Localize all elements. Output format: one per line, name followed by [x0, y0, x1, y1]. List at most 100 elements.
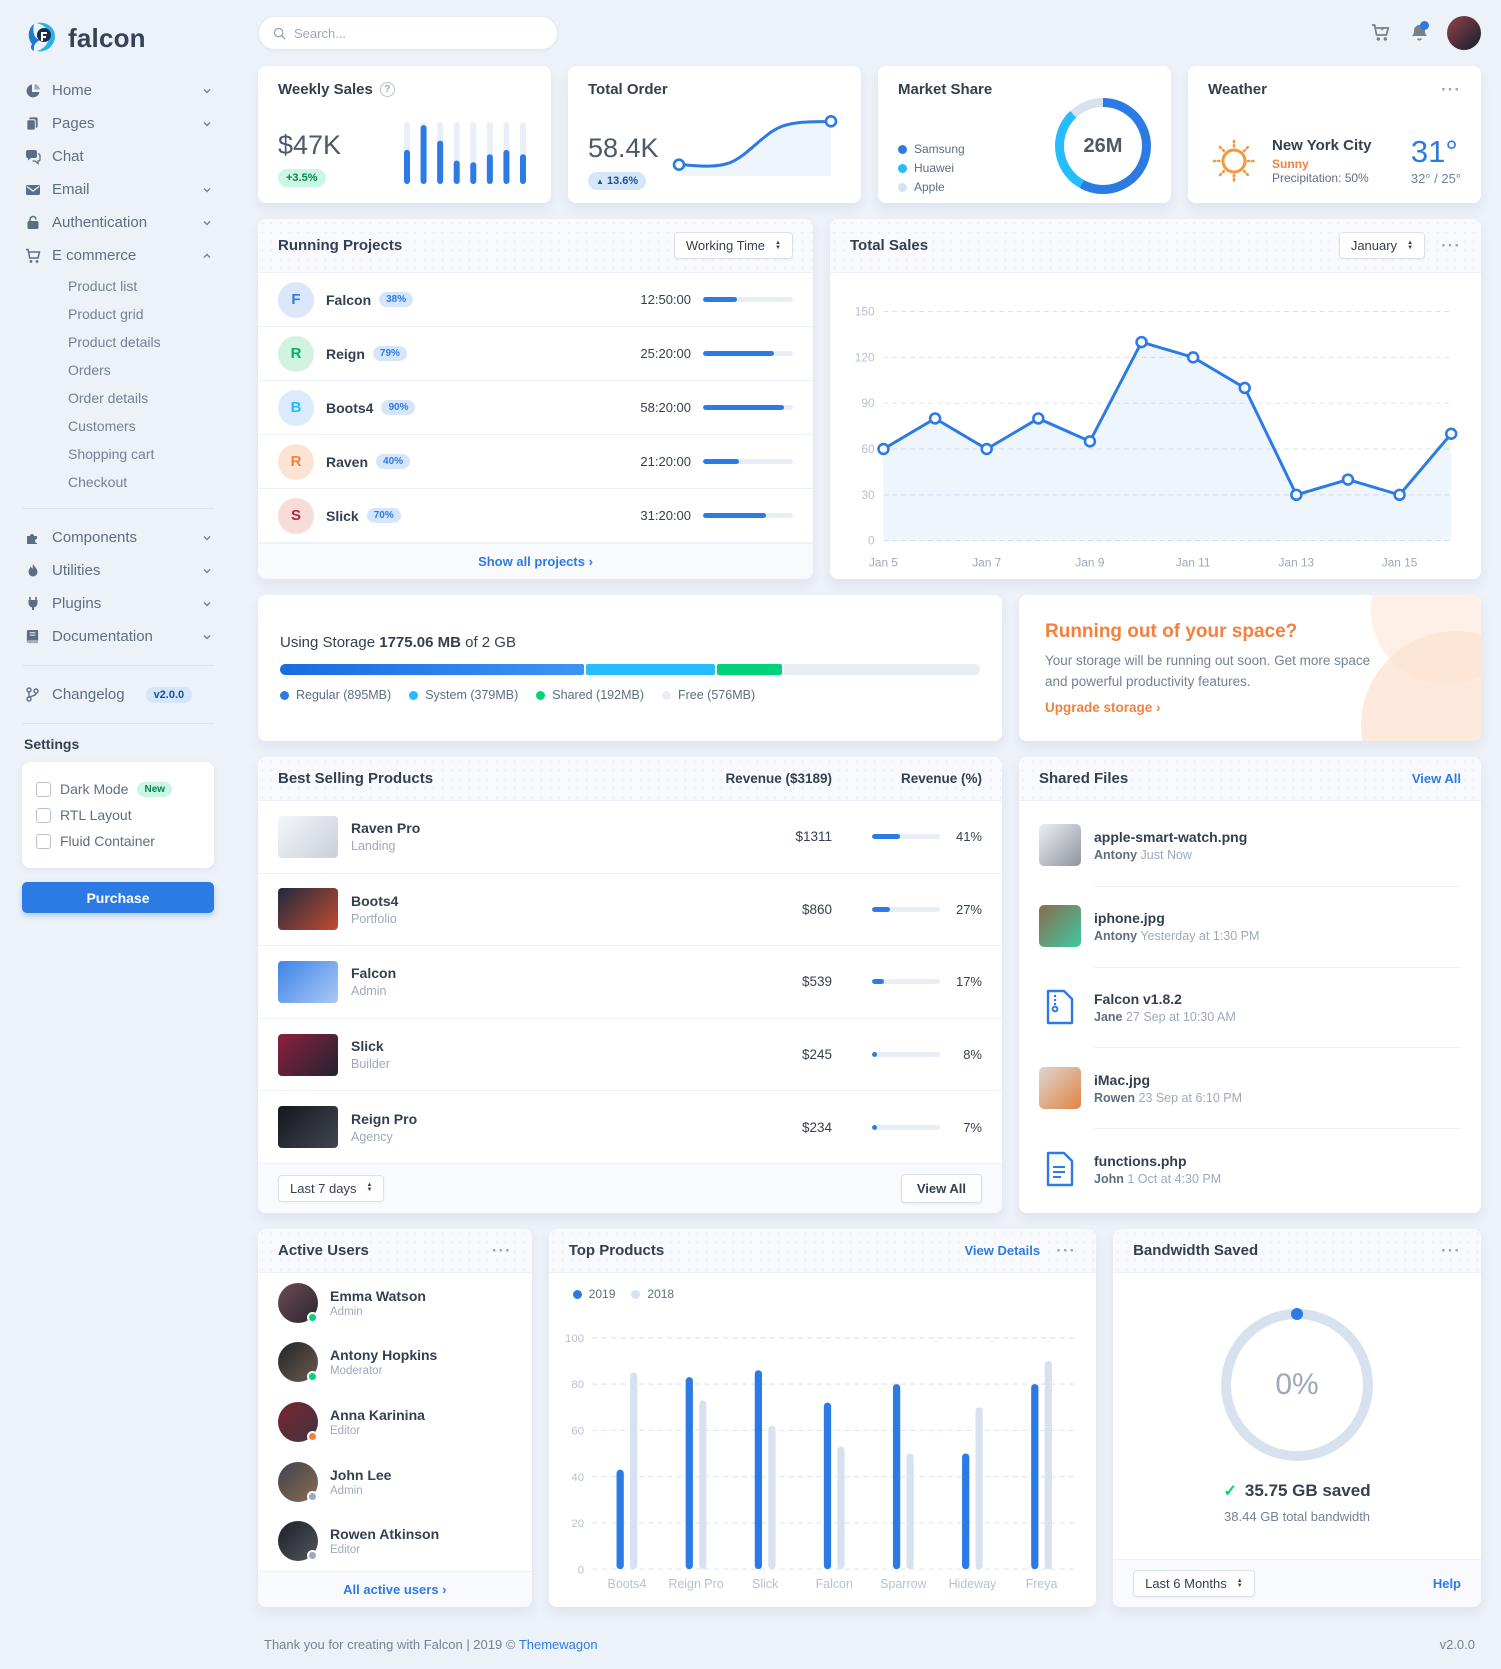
project-name[interactable]: Reign [326, 345, 365, 362]
progress-fill [703, 351, 775, 356]
dark-mode-toggle[interactable]: Dark Mode New [36, 776, 200, 802]
file-item[interactable]: iphone.jpg Antony Yesterday at 1:30 PM [1019, 885, 1481, 967]
user-name[interactable]: Antony Hopkins [330, 1347, 438, 1364]
file-item[interactable]: apple-smart-watch.png Antony Just Now [1019, 805, 1481, 886]
product-name[interactable]: Boots4 [351, 892, 399, 909]
view-all-link[interactable]: View All [1411, 771, 1461, 786]
notifications-button[interactable] [1410, 21, 1429, 43]
product-category: Landing [351, 839, 396, 854]
user-avatar[interactable] [1447, 16, 1481, 50]
card-menu-button[interactable]: ··· [1441, 1240, 1461, 1260]
checkbox-icon[interactable] [36, 833, 51, 849]
user-item[interactable]: Anna Karinina Editor [258, 1392, 532, 1452]
user-name[interactable]: Rowen Atkinson [330, 1526, 440, 1543]
help-icon[interactable]: ? [379, 82, 395, 97]
user-item[interactable]: Rowen Atkinson Editor [258, 1511, 532, 1571]
user-item[interactable]: Antony Hopkins Moderator [258, 1333, 532, 1393]
market-share-total: 26M [1083, 134, 1123, 157]
product-row[interactable]: Slick Builder $245 8% [258, 1019, 1002, 1092]
product-name[interactable]: Falcon [351, 965, 397, 982]
user-item[interactable]: John Lee Admin [258, 1452, 532, 1512]
product-row[interactable]: Falcon Admin $539 17% [258, 946, 1002, 1019]
storage-legend: Regular (895MB) System (379MB) Shared (1… [280, 688, 980, 702]
user-name[interactable]: Emma Watson [330, 1287, 426, 1304]
weekly-sales-card: Weekly Sales ? $47K +3.5% [258, 66, 551, 203]
help-link[interactable]: Help [1432, 1576, 1461, 1591]
product-name[interactable]: Reign Pro [351, 1110, 418, 1127]
sidebar-item-email[interactable]: Email [22, 173, 214, 206]
rtl-layout-toggle[interactable]: RTL Layout [36, 802, 200, 828]
file-name[interactable]: Falcon v1.8.2 [1094, 990, 1182, 1007]
file-item[interactable]: Falcon v1.8.2 Jane 27 Sep at 10:30 AM [1019, 966, 1481, 1048]
sidebar-item-order-details[interactable]: Order details [68, 390, 149, 406]
project-row[interactable]: F Falcon 38% 12:50:00 [258, 273, 813, 327]
sidebar-item-changelog[interactable]: Changelog v2.0.0 [22, 678, 214, 711]
file-name[interactable]: iMac.jpg [1094, 1071, 1151, 1088]
product-name[interactable]: Raven Pro [351, 820, 421, 837]
project-row[interactable]: B Boots4 90% 58:20:00 [258, 381, 813, 435]
card-menu-button[interactable]: ··· [1056, 1240, 1077, 1260]
project-row[interactable]: R Reign 79% 25:20:00 [258, 327, 813, 381]
sidebar-item-authentication[interactable]: Authentication [22, 206, 214, 239]
file-item[interactable]: iMac.jpg Rowen 23 Sep at 6:10 PM [1019, 1047, 1481, 1128]
sidebar-item-chat[interactable]: Chat [22, 140, 214, 173]
sidebar-item-home[interactable]: Home [22, 74, 214, 107]
view-all-button[interactable]: View All [900, 1173, 982, 1203]
card-menu-button[interactable]: ··· [1441, 235, 1461, 255]
fluid-container-toggle[interactable]: Fluid Container [36, 828, 200, 854]
checkbox-icon[interactable] [36, 807, 51, 823]
sidebar-item-shopping-cart[interactable]: Shopping cart [68, 446, 155, 462]
total-order-line-chart [669, 98, 841, 190]
user-name[interactable]: John Lee [330, 1466, 392, 1483]
checkbox-icon[interactable] [36, 781, 51, 797]
search-input[interactable] [294, 25, 543, 41]
sidebar-item-ecommerce[interactable]: E commerce [22, 239, 214, 272]
show-all-projects-link[interactable]: Show all projects › [478, 554, 593, 569]
card-menu-button[interactable]: ··· [491, 1240, 512, 1260]
file-name[interactable]: iphone.jpg [1094, 910, 1165, 927]
project-name[interactable]: Falcon [326, 291, 372, 308]
month-select[interactable]: January ▲ ▼ [1338, 232, 1426, 259]
project-row[interactable]: R Raven 40% 21:20:00 [258, 435, 813, 489]
sidebar-item-product-grid[interactable]: Product grid [68, 306, 144, 322]
card-menu-button[interactable]: ··· [1441, 79, 1461, 99]
product-row[interactable]: Reign Pro Agency $234 7% [258, 1091, 1002, 1163]
last-6-months-select[interactable]: Last 6 Months ▲ ▼ [1133, 1570, 1255, 1597]
brand-logo[interactable]: falcon [22, 14, 214, 74]
search-box[interactable] [258, 16, 558, 50]
sidebar-item-pages[interactable]: Pages [22, 107, 214, 140]
project-row[interactable]: S Slick 70% 31:20:00 [258, 489, 813, 543]
file-name[interactable]: functions.php [1094, 1152, 1187, 1169]
project-name[interactable]: Raven [326, 453, 369, 470]
themewagon-link[interactable]: Themewagon [518, 1637, 598, 1652]
product-percent: 17% [955, 974, 982, 990]
sidebar-item-utilities[interactable]: Utilities [22, 554, 214, 587]
product-name[interactable]: Slick [351, 1038, 384, 1055]
user-name[interactable]: Anna Karinina [330, 1406, 425, 1423]
sidebar-item-product-details[interactable]: Product details [68, 334, 161, 350]
last-7-days-select[interactable]: Last 7 days ▲ ▼ [278, 1174, 385, 1202]
working-time-select[interactable]: Working Time ▲ ▼ [673, 232, 793, 259]
purchase-button[interactable]: Purchase [22, 882, 214, 913]
product-row[interactable]: Boots4 Portfolio $860 27% [258, 874, 1002, 947]
view-details-link[interactable]: View Details [964, 1243, 1041, 1258]
cart-button[interactable] [1371, 23, 1392, 43]
sidebar-item-customers[interactable]: Customers [68, 418, 136, 434]
pie-chart-icon [24, 83, 41, 99]
sidebar-item-orders[interactable]: Orders [68, 362, 111, 378]
file-item[interactable]: functions.php John 1 Oct at 4:30 PM [1019, 1128, 1481, 1209]
sidebar-item-product-list[interactable]: Product list [68, 278, 138, 294]
sidebar-item-documentation[interactable]: Documentation [22, 620, 214, 653]
card-header: Top Products View Details ··· [548, 1229, 1097, 1273]
upgrade-storage-link[interactable]: Upgrade storage › [1045, 699, 1161, 715]
file-name[interactable]: apple-smart-watch.png [1094, 828, 1248, 845]
all-active-users-link[interactable]: All active users › [343, 1581, 447, 1597]
project-name[interactable]: Boots4 [326, 399, 374, 416]
sidebar-item-plugins[interactable]: Plugins [22, 587, 214, 620]
svg-text:40: 40 [571, 1472, 584, 1484]
project-name[interactable]: Slick [326, 507, 359, 524]
sidebar-item-components[interactable]: Components [22, 521, 214, 554]
user-item[interactable]: Emma Watson Admin [258, 1273, 532, 1333]
product-row[interactable]: Raven Pro Landing $1311 41% [258, 801, 1002, 874]
sidebar-item-checkout[interactable]: Checkout [68, 474, 128, 490]
